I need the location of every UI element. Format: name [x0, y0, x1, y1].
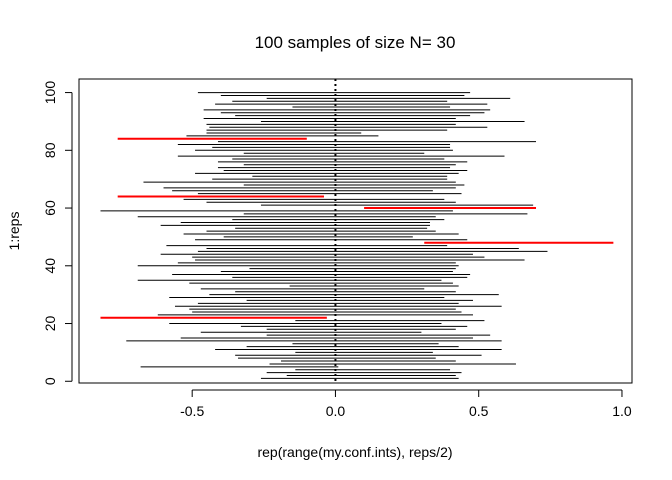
chart-title: 100 samples of size N= 30 [255, 33, 456, 52]
x-tick-label: 0.5 [469, 403, 489, 419]
y-tick-label: 0 [42, 377, 58, 385]
x-tick-label: -0.5 [180, 403, 204, 419]
x-tick-label: 0.0 [326, 403, 346, 419]
interval-segments [100, 92, 614, 379]
x-axis: -0.5 0.0 0.5 1.0 [180, 389, 632, 419]
x-axis-label: rep(range(my.conf.ints), reps/2) [257, 444, 452, 460]
y-tick-label: 80 [42, 142, 58, 158]
y-tick-label: 60 [42, 200, 58, 216]
y-axis-label: 1:reps [6, 212, 22, 251]
y-axis: 0 20 40 60 80 100 [42, 81, 73, 385]
x-tick-label: 1.0 [612, 403, 632, 419]
plot-frame [78, 78, 633, 384]
y-tick-label: 20 [42, 316, 58, 332]
y-tick-label: 100 [42, 81, 58, 105]
y-tick-label: 40 [42, 258, 58, 274]
